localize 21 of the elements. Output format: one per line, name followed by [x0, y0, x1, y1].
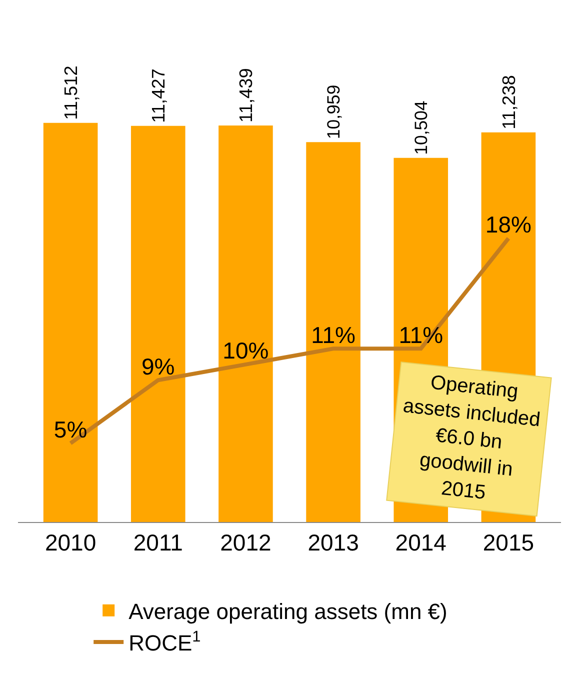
- legend-label: Average operating assets (mn €): [128, 598, 448, 624]
- data-label: 11,238: [498, 75, 519, 130]
- data-label: 10%: [222, 338, 269, 364]
- x-tick-label: 2014: [395, 530, 447, 556]
- x-tick-label: 2010: [44, 530, 96, 556]
- data-label: 11,439: [236, 68, 256, 122]
- x-tick-label: 2011: [133, 530, 183, 556]
- data-label: 11,512: [60, 66, 81, 120]
- data-label: 10,504: [411, 100, 432, 155]
- data-label: 9%: [142, 353, 175, 380]
- data-label: 11,427: [148, 68, 168, 123]
- x-tick-label: 2012: [220, 530, 272, 556]
- annotation: Operating assets included €6.0 bn goodwill in 2015: [402, 372, 542, 504]
- data-label: 11%: [311, 322, 356, 348]
- data-label: 5%: [54, 416, 88, 442]
- data-label: 11%: [398, 322, 444, 348]
- x-tick-label: 2013: [308, 530, 359, 556]
- x-tick-label: 2015: [482, 530, 534, 556]
- data-label: 18%: [485, 212, 532, 238]
- data-label: 10,959: [323, 84, 344, 140]
- legend-label: ROCE$^{1}$: [128, 628, 201, 656]
